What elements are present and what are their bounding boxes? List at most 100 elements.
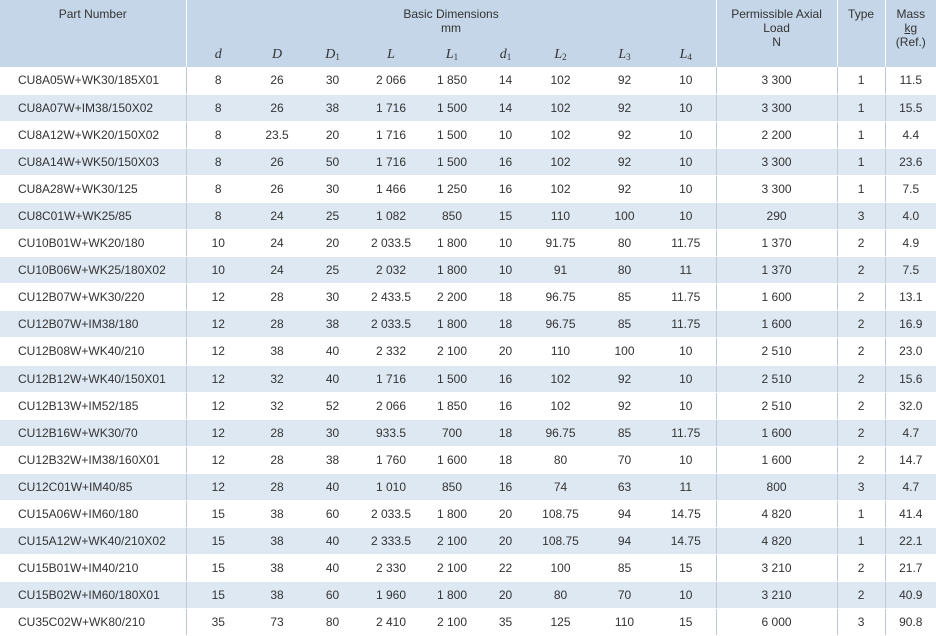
cell-type: 2 bbox=[837, 554, 886, 583]
cell-D1: 60 bbox=[304, 500, 361, 529]
cell-d: 12 bbox=[186, 337, 250, 366]
cell-D1: 20 bbox=[304, 229, 361, 258]
cell-mass: 4.7 bbox=[885, 473, 936, 502]
cell-L3: 85 bbox=[593, 419, 656, 447]
dim-symbol: D bbox=[325, 47, 336, 62]
cell-L2: 102 bbox=[528, 365, 593, 393]
cell-L: 2 066 bbox=[361, 392, 421, 420]
cell-mass: 21.7 bbox=[885, 554, 936, 583]
cell-L1: 850 bbox=[421, 202, 483, 231]
dim-subscript: 2 bbox=[562, 52, 567, 62]
table-row: CU12C01W+IM40/85 12 28 40 1 010 850 16 74 63 11 80… bbox=[0, 473, 936, 502]
cell-part-number: CU15A06W+IM60/180 bbox=[0, 500, 187, 529]
cell-D: 24 bbox=[250, 202, 304, 231]
cell-L2: 91.75 bbox=[528, 229, 593, 258]
cell-type: 2 bbox=[837, 419, 886, 447]
cell-L4: 15 bbox=[656, 608, 717, 636]
cell-type: 3 bbox=[837, 202, 886, 231]
cell-part-number: CU12C01W+IM40/85 bbox=[0, 473, 187, 502]
cell-mass: 13.1 bbox=[885, 283, 936, 312]
cell-D: 28 bbox=[250, 446, 304, 474]
cell-d1: 10 bbox=[483, 229, 528, 258]
cell-L2: 102 bbox=[528, 121, 593, 149]
cell-D: 38 bbox=[250, 337, 304, 366]
cell-L4: 10 bbox=[656, 446, 717, 474]
cell-d1: 18 bbox=[483, 283, 528, 312]
table-row: CU10B01W+WK20/180 10 24 20 2 033.5 1 800 10 91.… bbox=[0, 229, 936, 258]
cell-L2: 80 bbox=[528, 446, 593, 474]
cell-L3: 100 bbox=[593, 202, 656, 231]
table-body: CU8A05W+WK30/185X01 8 26 30 2 066 1 850 14 102 9… bbox=[0, 67, 936, 636]
cell-D1: 60 bbox=[304, 581, 361, 610]
cell-D: 26 bbox=[250, 148, 304, 176]
dim-symbol: d bbox=[499, 47, 507, 62]
cell-d: 15 bbox=[186, 527, 250, 556]
cell-L4: 11 bbox=[656, 256, 717, 285]
cell-mass: 23.0 bbox=[885, 337, 936, 366]
table-row: CU35C02W+WK80/210 35 73 80 2 410 2 100 35 125 11… bbox=[0, 608, 936, 636]
cell-L1: 2 200 bbox=[421, 283, 483, 312]
cell-axial-load: 3 300 bbox=[716, 175, 838, 203]
cell-L: 2 333.5 bbox=[361, 527, 421, 556]
cell-d1: 16 bbox=[483, 473, 528, 502]
header-axial-load-unit: N bbox=[772, 35, 781, 49]
cell-d: 8 bbox=[186, 175, 250, 203]
dim-symbol: L bbox=[445, 47, 454, 62]
cell-mass: 41.4 bbox=[885, 500, 936, 529]
cell-L4: 10 bbox=[656, 581, 717, 610]
cell-type: 2 bbox=[837, 229, 886, 258]
dim-subscript: 1 bbox=[453, 52, 459, 62]
cell-part-number: CU8A14W+WK50/150X03 bbox=[0, 148, 187, 176]
cell-L4: 10 bbox=[656, 337, 717, 366]
cell-L4: 11.75 bbox=[656, 229, 717, 258]
cell-d: 12 bbox=[186, 365, 250, 393]
cell-type: 3 bbox=[837, 473, 886, 502]
cell-L: 2 433.5 bbox=[361, 283, 421, 312]
cell-L4: 14.75 bbox=[656, 500, 717, 529]
cell-D: 38 bbox=[250, 581, 304, 610]
cell-axial-load: 4 820 bbox=[716, 527, 838, 556]
table-row: CU12B32W+IM38/160X01 12 28 38 1 760 1 600 18 80… bbox=[0, 446, 936, 474]
cell-axial-load: 2 510 bbox=[716, 392, 838, 420]
cell-L4: 10 bbox=[656, 392, 717, 420]
cell-D1: 38 bbox=[304, 310, 361, 339]
cell-L4: 14.75 bbox=[656, 527, 717, 556]
cell-L: 1 716 bbox=[361, 94, 421, 122]
cell-D1: 38 bbox=[304, 446, 361, 474]
cell-L2: 102 bbox=[528, 392, 593, 420]
cell-d1: 16 bbox=[483, 148, 528, 176]
cell-part-number: CU8A28W+WK30/125 bbox=[0, 175, 187, 203]
cell-axial-load: 1 370 bbox=[716, 256, 838, 285]
dim-symbol: L bbox=[554, 47, 563, 62]
cell-d1: 16 bbox=[483, 175, 528, 203]
cell-L2: 100 bbox=[528, 554, 593, 583]
header-basic-dimensions: Basic Dimensions mm bbox=[186, 0, 717, 43]
cell-d1: 22 bbox=[483, 554, 528, 583]
cell-D1: 25 bbox=[304, 256, 361, 285]
table-row: CU10B06W+WK25/180X02 10 24 25 2 032 1 800 10 91… bbox=[0, 256, 936, 285]
cell-d: 12 bbox=[186, 473, 250, 502]
cell-L3: 85 bbox=[593, 283, 656, 312]
cell-d1: 14 bbox=[483, 94, 528, 122]
cell-L4: 11 bbox=[656, 473, 717, 502]
cell-part-number: CU12B12W+WK40/150X01 bbox=[0, 365, 187, 393]
table-row: CU12B08W+WK40/210 12 38 40 2 332 2 100 20 110 10… bbox=[0, 337, 936, 366]
cell-d: 12 bbox=[186, 283, 250, 312]
cell-part-number: CU10B01W+WK20/180 bbox=[0, 229, 187, 258]
table-row: CU12B12W+WK40/150X01 12 32 40 1 716 1 500 16 10… bbox=[0, 365, 936, 393]
dim-symbol: D bbox=[271, 47, 283, 62]
cell-L2: 96.75 bbox=[528, 283, 593, 312]
cell-L3: 100 bbox=[593, 337, 656, 366]
table-row: CU8A14W+WK50/150X03 8 26 50 1 716 1 500 16 102 9… bbox=[0, 148, 936, 176]
cell-type: 2 bbox=[837, 310, 886, 339]
cell-axial-load: 3 300 bbox=[716, 94, 838, 122]
dim-symbol: d bbox=[214, 47, 222, 62]
cell-L2: 80 bbox=[528, 581, 593, 610]
cell-D1: 30 bbox=[304, 283, 361, 312]
table-row: CU12B07W+WK30/220 12 28 30 2 433.5 2 200 18 96.… bbox=[0, 283, 936, 312]
cell-L3: 92 bbox=[593, 94, 656, 122]
cell-L4: 11.75 bbox=[656, 419, 717, 447]
cell-axial-load: 2 200 bbox=[716, 121, 838, 149]
cell-L1: 1 500 bbox=[421, 365, 483, 393]
